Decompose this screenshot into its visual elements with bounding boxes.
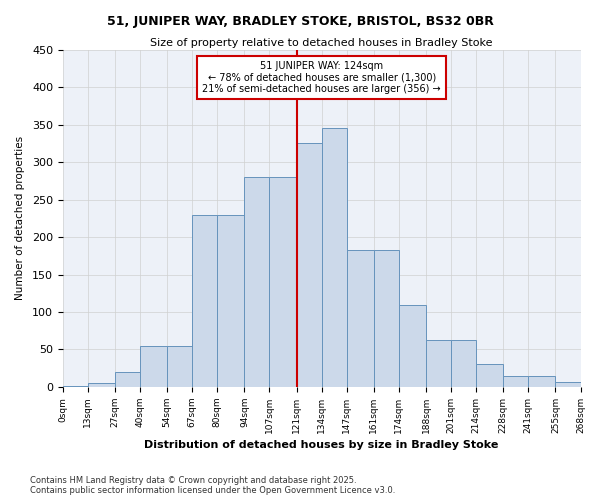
X-axis label: Distribution of detached houses by size in Bradley Stoke: Distribution of detached houses by size … <box>145 440 499 450</box>
Bar <box>296 144 322 387</box>
Y-axis label: Number of detached properties: Number of detached properties <box>15 136 25 300</box>
Bar <box>88 383 115 387</box>
Bar <box>347 250 374 387</box>
Title: Size of property relative to detached houses in Bradley Stoke: Size of property relative to detached ho… <box>151 38 493 48</box>
Bar <box>451 340 476 387</box>
Bar <box>374 250 399 387</box>
Bar <box>399 304 426 387</box>
Bar <box>192 214 217 387</box>
Bar <box>63 386 88 387</box>
Bar <box>269 177 296 387</box>
Bar <box>426 340 451 387</box>
Bar <box>140 346 167 387</box>
Bar <box>244 177 269 387</box>
Bar <box>556 382 581 387</box>
Bar <box>167 346 192 387</box>
Bar <box>217 214 244 387</box>
Bar <box>322 128 347 387</box>
Bar <box>503 376 529 387</box>
Bar <box>115 372 140 387</box>
Text: 51, JUNIPER WAY, BRADLEY STOKE, BRISTOL, BS32 0BR: 51, JUNIPER WAY, BRADLEY STOKE, BRISTOL,… <box>107 15 493 28</box>
Bar <box>529 376 556 387</box>
Bar <box>581 386 600 387</box>
Text: Contains HM Land Registry data © Crown copyright and database right 2025.
Contai: Contains HM Land Registry data © Crown c… <box>30 476 395 495</box>
Bar <box>476 364 503 387</box>
Text: 51 JUNIPER WAY: 124sqm
← 78% of detached houses are smaller (1,300)
21% of semi-: 51 JUNIPER WAY: 124sqm ← 78% of detached… <box>202 61 441 94</box>
